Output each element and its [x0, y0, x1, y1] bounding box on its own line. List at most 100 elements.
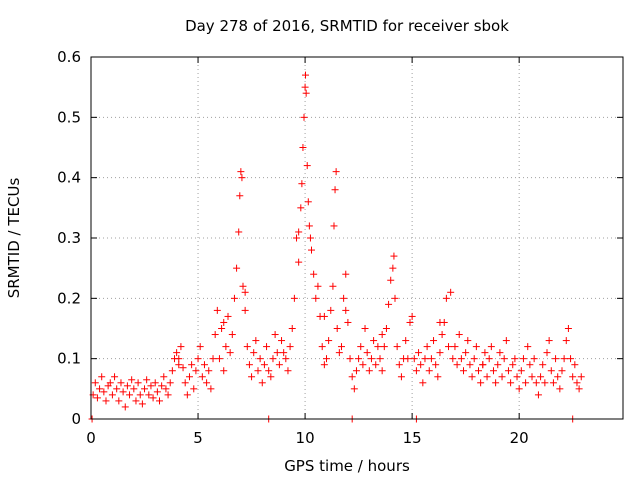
- data-point: [417, 361, 425, 369]
- data-point: [355, 355, 363, 363]
- data-point: [515, 385, 523, 393]
- data-point: [513, 373, 521, 381]
- y-tick-label: 0.5: [57, 108, 81, 126]
- data-point: [121, 403, 129, 411]
- x-tick-label: 15: [403, 429, 422, 447]
- data-point: [438, 331, 446, 339]
- data-point: [372, 361, 380, 369]
- data-point: [130, 385, 138, 393]
- data-point: [222, 343, 230, 351]
- data-point: [466, 361, 474, 369]
- data-point: [288, 325, 296, 332]
- data-point: [128, 376, 136, 384]
- data-point: [147, 382, 155, 390]
- data-point: [192, 367, 200, 375]
- data-point: [504, 367, 512, 375]
- data-point: [522, 379, 530, 387]
- data-point: [390, 252, 398, 260]
- data-point: [293, 234, 301, 242]
- data-point: [472, 343, 480, 351]
- data-point: [385, 300, 393, 308]
- data-point: [207, 385, 215, 393]
- data-point: [330, 222, 338, 230]
- data-point: [474, 367, 482, 375]
- y-tick-label: 0.6: [57, 48, 81, 66]
- data-point: [342, 270, 350, 278]
- data-point: [404, 355, 412, 363]
- data-point: [393, 343, 401, 351]
- data-point: [203, 379, 211, 387]
- data-point: [492, 379, 500, 387]
- data-point: [301, 83, 309, 91]
- data-point: [421, 355, 429, 363]
- data-point: [412, 367, 420, 375]
- data-point: [359, 361, 367, 369]
- data-point: [166, 379, 174, 387]
- data-point: [256, 355, 264, 363]
- data-point: [108, 391, 116, 399]
- data-point: [213, 306, 221, 314]
- data-point: [238, 174, 246, 182]
- data-point: [123, 382, 131, 390]
- data-point: [164, 391, 172, 399]
- data-point: [453, 361, 461, 369]
- data-point: [100, 388, 108, 396]
- data-point: [348, 373, 356, 381]
- y-tick-label: 0.4: [57, 169, 81, 187]
- data-point: [387, 276, 395, 284]
- data-point: [442, 294, 450, 302]
- data-point: [314, 282, 322, 290]
- data-point: [312, 294, 320, 302]
- data-point: [308, 246, 316, 254]
- data-point: [119, 388, 127, 396]
- data-point: [397, 373, 405, 381]
- data-point: [115, 397, 123, 405]
- data-point: [93, 394, 101, 402]
- data-point: [117, 379, 125, 387]
- data-point: [325, 337, 333, 345]
- y-tick-label: 0: [71, 410, 81, 428]
- data-point: [98, 373, 106, 381]
- data-point: [460, 367, 468, 375]
- data-point: [432, 361, 440, 369]
- data-point: [327, 306, 335, 314]
- data-point: [302, 71, 310, 79]
- data-point: [434, 373, 442, 381]
- data-point: [160, 373, 168, 381]
- data-point: [284, 367, 292, 375]
- data-point: [380, 343, 388, 351]
- data-point: [408, 312, 416, 320]
- data-point: [224, 312, 232, 320]
- data-point: [91, 379, 99, 387]
- data-point: [282, 355, 290, 363]
- data-point: [271, 331, 279, 339]
- chart-title: Day 278 of 2016, SRMTID for receiver sbo…: [185, 17, 509, 35]
- axis-ticks: 0 0.1 0.2 0.3 0.4 0.5 0.6 0 5 10 15 20: [57, 48, 623, 447]
- data-point: [153, 388, 161, 396]
- data-point: [357, 343, 365, 351]
- data-point: [228, 331, 236, 339]
- data-point: [252, 337, 260, 345]
- data-point: [365, 367, 373, 375]
- data-point: [423, 343, 431, 351]
- data-point: [363, 349, 371, 357]
- data-point: [267, 373, 275, 381]
- data-point: [455, 331, 463, 339]
- data-point: [322, 355, 330, 363]
- data-point: [263, 343, 271, 351]
- data-point: [218, 325, 226, 332]
- x-tick-label: 0: [86, 429, 96, 447]
- data-point: [179, 364, 187, 372]
- data-point: [344, 318, 352, 326]
- data-point: [177, 343, 185, 351]
- data-point: [447, 288, 455, 296]
- data-point: [126, 391, 134, 399]
- data-point: [464, 337, 472, 345]
- data-point: [517, 367, 525, 375]
- data-point: [258, 379, 266, 387]
- data-point: [300, 113, 308, 121]
- data-point: [220, 367, 228, 375]
- data-point: [250, 349, 258, 357]
- data-point: [194, 355, 202, 363]
